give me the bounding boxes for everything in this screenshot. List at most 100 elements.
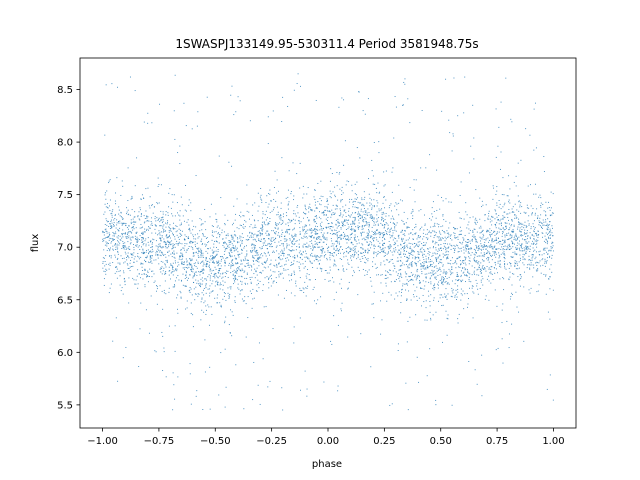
data-point	[134, 235, 136, 237]
data-point	[400, 269, 402, 271]
data-point	[202, 233, 204, 235]
data-point	[378, 231, 380, 233]
data-point	[195, 279, 197, 281]
data-point	[548, 224, 550, 226]
data-point	[429, 278, 431, 280]
data-point	[517, 247, 519, 249]
data-point	[475, 261, 477, 263]
data-point	[115, 266, 117, 268]
data-point	[142, 237, 144, 239]
data-point	[170, 264, 172, 266]
data-point	[269, 380, 271, 382]
data-point	[260, 240, 262, 242]
data-point	[418, 246, 420, 248]
data-point	[522, 262, 524, 264]
data-point	[177, 236, 179, 238]
data-point	[516, 217, 518, 219]
data-point	[330, 340, 332, 342]
data-point	[204, 236, 206, 238]
data-point	[181, 234, 183, 236]
data-point	[162, 261, 164, 263]
data-point	[339, 246, 341, 248]
data-point	[325, 254, 327, 256]
data-point	[507, 195, 509, 197]
data-point	[123, 272, 125, 274]
data-point	[435, 399, 437, 401]
data-point	[425, 255, 427, 257]
data-point	[470, 248, 472, 250]
data-point	[257, 239, 259, 241]
data-point	[207, 242, 209, 244]
data-point	[353, 230, 355, 232]
data-point	[260, 238, 262, 240]
data-point	[342, 192, 344, 194]
data-point	[178, 243, 180, 245]
data-point	[216, 302, 218, 304]
data-point	[482, 248, 484, 250]
data-point	[145, 243, 147, 245]
data-point	[450, 237, 451, 239]
data-point	[505, 225, 507, 227]
data-point	[169, 241, 171, 243]
data-point	[495, 248, 497, 250]
data-point	[385, 232, 387, 234]
data-point	[147, 187, 149, 189]
data-point	[452, 135, 454, 137]
data-point	[526, 267, 528, 269]
data-point	[216, 280, 218, 282]
data-point	[232, 262, 234, 264]
data-point	[120, 211, 122, 213]
data-point	[418, 256, 420, 258]
data-point	[430, 317, 432, 319]
data-point	[115, 231, 117, 233]
data-point	[181, 261, 183, 263]
data-point	[280, 254, 282, 256]
data-point	[187, 248, 189, 250]
data-point	[451, 257, 453, 259]
data-point	[368, 221, 370, 223]
data-point	[545, 201, 547, 203]
data-point	[551, 212, 553, 214]
data-point	[362, 211, 364, 213]
data-point	[275, 227, 277, 229]
data-point	[432, 252, 434, 254]
data-point	[267, 238, 269, 240]
data-point	[280, 219, 282, 221]
data-point	[380, 274, 382, 276]
data-point	[217, 276, 219, 278]
data-point	[384, 230, 386, 232]
data-point	[313, 228, 315, 230]
data-point	[474, 249, 476, 251]
data-point	[200, 270, 202, 272]
data-point	[376, 211, 378, 213]
data-point	[392, 217, 394, 219]
data-point	[406, 298, 408, 300]
data-point	[119, 242, 121, 244]
data-point	[373, 253, 375, 255]
data-point	[415, 232, 417, 234]
data-point	[230, 241, 232, 243]
data-point	[199, 262, 201, 264]
data-point	[438, 236, 440, 238]
data-point	[459, 241, 461, 243]
data-point	[437, 300, 439, 302]
data-point	[155, 232, 157, 234]
data-point	[340, 310, 342, 312]
data-point	[313, 219, 315, 221]
data-point	[409, 275, 411, 277]
data-point	[225, 243, 227, 245]
data-point	[164, 263, 166, 265]
data-point	[159, 103, 161, 105]
data-point	[433, 287, 435, 289]
data-point	[462, 246, 464, 248]
data-point	[216, 262, 218, 264]
data-point	[244, 219, 246, 221]
data-point	[314, 228, 316, 230]
data-point	[419, 282, 421, 284]
data-point	[475, 217, 477, 219]
data-point	[400, 274, 402, 276]
data-point	[270, 244, 272, 246]
data-point	[503, 278, 505, 280]
data-point	[390, 274, 392, 276]
data-point	[318, 242, 320, 244]
